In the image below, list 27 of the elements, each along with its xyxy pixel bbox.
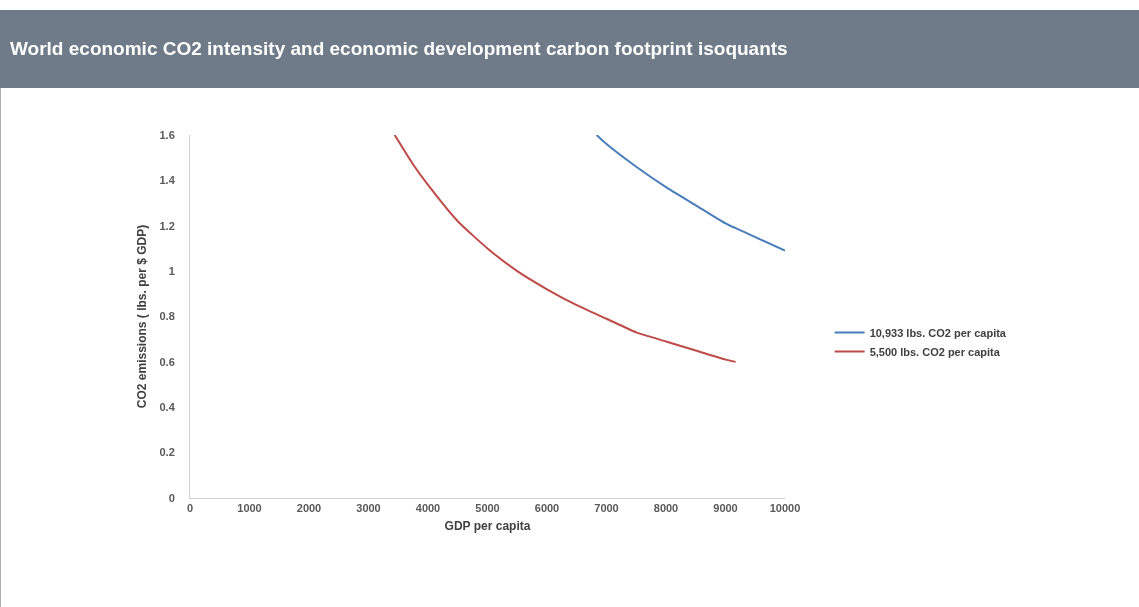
x-tick-label: 3000 [356, 502, 381, 515]
y-tick-label: 1.6 [159, 128, 175, 141]
line-series [393, 135, 737, 363]
x-tick-label: 2000 [296, 502, 322, 515]
y-tick-label: 0.4 [159, 401, 176, 414]
x-tick-label: 0 [186, 502, 194, 515]
x-tick-label: 8000 [653, 502, 679, 515]
x-tick-label: 5000 [475, 502, 500, 515]
x-tick-label: 7000 [594, 502, 619, 515]
y-tick-label: 0.2 [159, 446, 175, 459]
legend-label: 10,933 lbs. CO2 per capita [869, 326, 1007, 339]
line-series [595, 135, 785, 252]
y-tick-label: 0 [168, 491, 175, 504]
x-tick-label: 1000 [237, 502, 262, 515]
y-tick-label: 0.8 [159, 310, 175, 323]
y-tick-label: 0.6 [159, 355, 175, 368]
y-axis-title: CO2 emissions ( lbs. per $ GDP) [134, 224, 149, 409]
legend-label: 5,500 lbs. CO2 per capita [869, 345, 1001, 358]
x-tick-label: 6000 [534, 502, 560, 515]
x-tick-label: 9000 [713, 502, 738, 515]
y-tick-label: 1.4 [159, 174, 176, 187]
x-tick-label: 4000 [415, 502, 441, 515]
y-tick-label: 1 [168, 264, 175, 277]
x-tick-label: 10000 [769, 502, 801, 515]
y-tick-label: 1.2 [159, 219, 175, 232]
chart-title: World economic CO2 intensity and economic development carbon footprint isoquants [0, 10, 1139, 88]
x-axis-title: GDP per capita [444, 519, 531, 534]
